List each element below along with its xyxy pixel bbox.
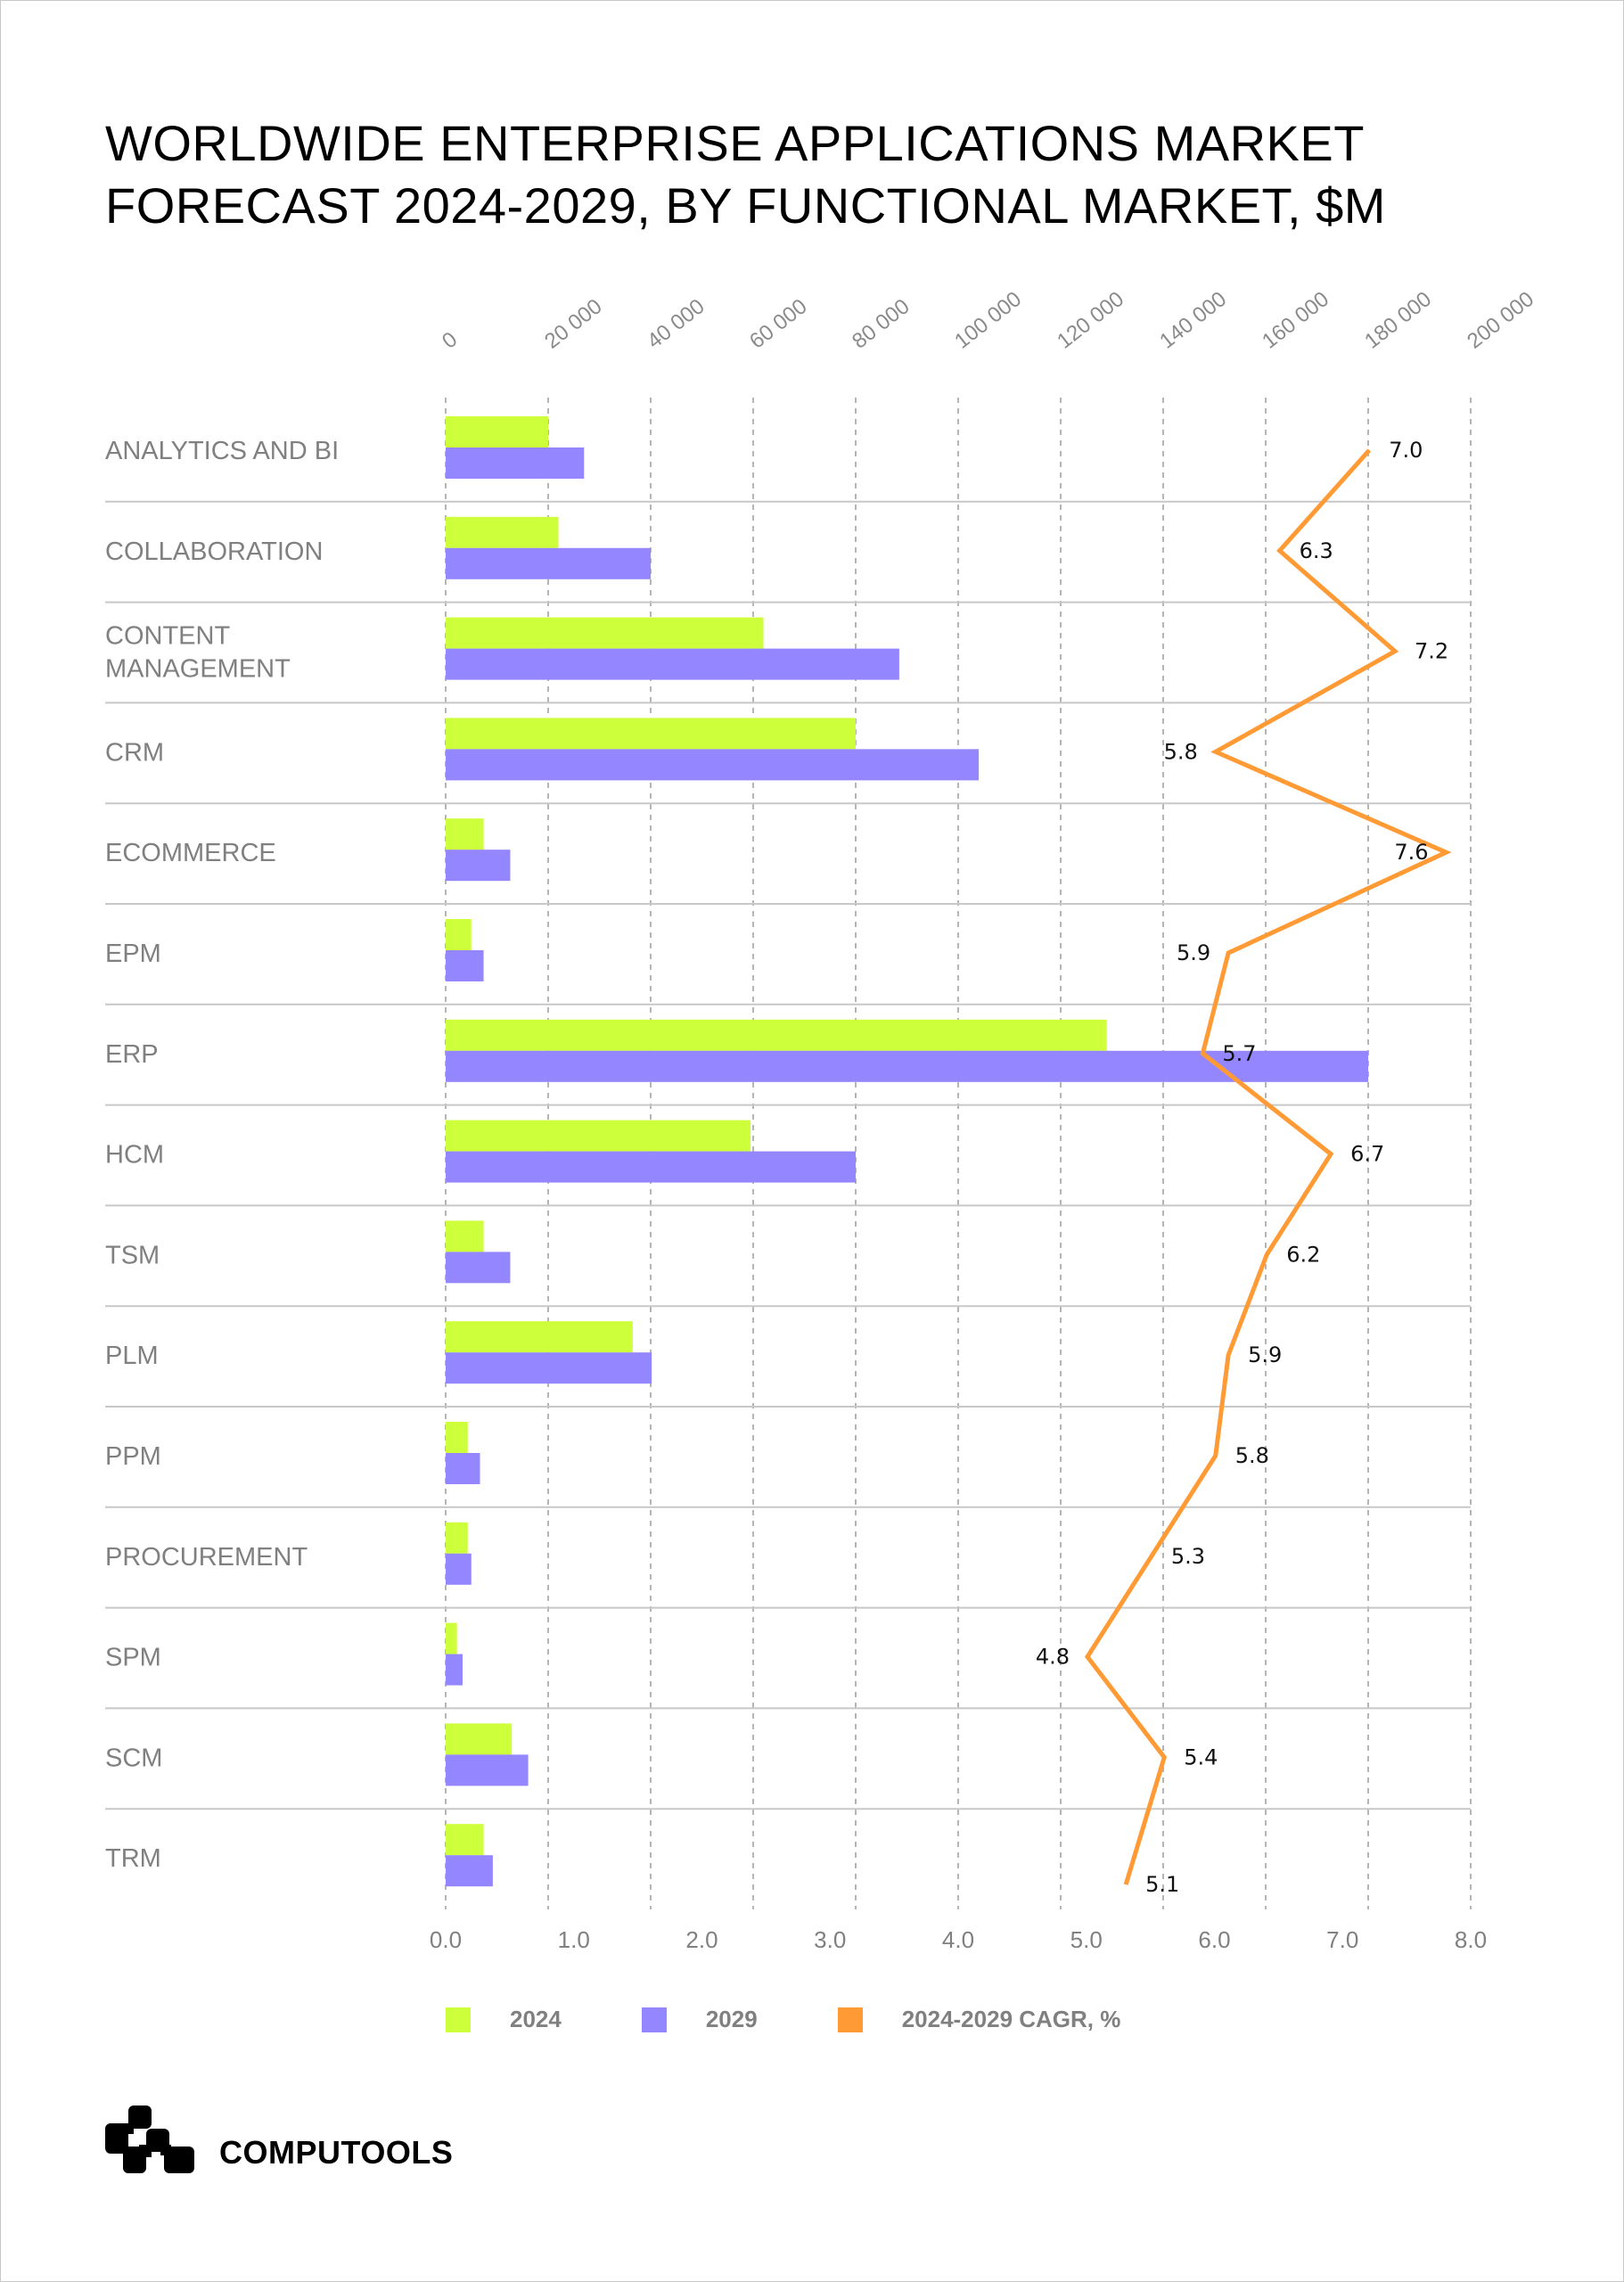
category-label: PPM	[105, 1442, 161, 1471]
top-axis-tick-label: 40 000	[643, 294, 709, 353]
bar-2024	[446, 1522, 468, 1554]
bar-2024	[446, 1723, 513, 1755]
legend-label-cagr: 2024-2029 CAGR, %	[901, 2006, 1121, 2032]
legend-label-2024: 2024	[510, 2006, 562, 2032]
bar-2029	[446, 1654, 463, 1686]
legend-label-2029: 2029	[705, 2006, 758, 2032]
category-label: ERP	[105, 1040, 159, 1069]
brand: COMPUTOOLS	[105, 2106, 453, 2175]
cagr-data-label: 6.7	[1350, 1142, 1384, 1167]
category-label: ECOMMERCE	[105, 839, 276, 867]
legend-swatch-cagr	[837, 2007, 863, 2032]
legend-swatch-2029	[641, 2007, 667, 2032]
bar-2029	[446, 648, 899, 680]
bottom-axis-tick-label: 0.0	[430, 1926, 462, 1953]
bar-2024	[446, 516, 559, 548]
legend-item-2024: 2024	[446, 2006, 562, 2033]
cagr-data-label: 6.3	[1300, 538, 1333, 563]
category-label: CONTENT MANAGEMENT	[105, 622, 291, 684]
category-label: TRM	[105, 1844, 161, 1873]
category-label: TSM	[105, 1241, 160, 1269]
legend: 2024 2029 2024-2029 CAGR, %	[446, 2006, 1201, 2033]
cagr-data-label: 7.6	[1394, 840, 1428, 865]
category-label: EPM	[105, 940, 161, 968]
bar-2024	[446, 1019, 1107, 1051]
bottom-axis-tick-label: 7.0	[1326, 1926, 1358, 1953]
bar-2029	[446, 1754, 529, 1786]
bar-2024	[446, 416, 548, 447]
cagr-data-label: 5.4	[1184, 1744, 1218, 1769]
bar-2024	[446, 718, 856, 750]
bar-2024	[446, 818, 484, 850]
top-axis-tick-label: 20 000	[540, 294, 606, 353]
bar-2024	[446, 617, 764, 649]
legend-item-cagr: 2024-2029 CAGR, %	[837, 2006, 1121, 2033]
category-label: SPM	[105, 1644, 161, 1672]
bottom-axis-tick-label: 4.0	[942, 1926, 974, 1953]
bar-2029	[446, 547, 651, 579]
cagr-line	[1084, 448, 1452, 1885]
bottom-axis-tick-label: 3.0	[814, 1926, 846, 1953]
bar-2029	[446, 447, 585, 479]
top-axis-tick-label: 60 000	[745, 294, 811, 353]
bottom-axis-tick-label: 1.0	[558, 1926, 590, 1953]
top-axis-tick-label: 180 000	[1360, 287, 1436, 354]
top-axis-tick-label: 120 000	[1053, 287, 1128, 354]
category-label: COLLABORATION	[105, 538, 323, 566]
legend-swatch-2024	[446, 2007, 471, 2032]
bar-2024	[446, 919, 472, 950]
bar-2024	[446, 1824, 484, 1856]
top-axis-tick-label: 80 000	[848, 294, 914, 353]
bar-2029	[446, 850, 511, 882]
bar-2024	[446, 1220, 484, 1252]
bar-2029	[446, 1553, 472, 1585]
category-label: PROCUREMENT	[105, 1543, 308, 1572]
bottom-axis-tick-label: 8.0	[1455, 1926, 1487, 1953]
top-axis-tick-label: 140 000	[1155, 287, 1231, 354]
bar-2029	[446, 1252, 511, 1284]
top-axis-tick-label: 200 000	[1463, 287, 1538, 354]
top-axis-tick-label: 160 000	[1258, 287, 1333, 354]
top-axis-tick-label: 0	[438, 327, 462, 354]
cagr-data-label: 5.8	[1164, 739, 1198, 764]
bar-2024	[446, 1120, 751, 1152]
bar-2029	[446, 1151, 856, 1183]
cagr-data-label: 5.1	[1145, 1872, 1179, 1897]
bar-2029	[446, 749, 979, 781]
bar-2029	[446, 1855, 493, 1887]
cagr-data-label: 5.9	[1248, 1342, 1282, 1367]
cagr-data-label: 5.7	[1222, 1041, 1256, 1066]
cagr-data-label: 5.9	[1177, 940, 1210, 965]
bar-2029	[446, 1050, 1368, 1082]
brand-name: COMPUTOOLS	[219, 2134, 454, 2171]
bar-2029	[446, 950, 484, 981]
top-axis-tick-label: 100 000	[950, 287, 1026, 354]
cagr-data-label: 7.0	[1389, 438, 1423, 463]
category-label: HCM	[105, 1141, 164, 1170]
bar-2024	[446, 1622, 457, 1654]
category-label: CRM	[105, 738, 164, 767]
category-label: PLM	[105, 1342, 159, 1370]
cagr-data-label: 5.3	[1171, 1544, 1205, 1569]
cagr-data-label: 5.8	[1235, 1443, 1269, 1468]
computools-logo-icon	[105, 2106, 194, 2173]
bar-2029	[446, 1453, 480, 1484]
bottom-axis-tick-label: 5.0	[1070, 1926, 1103, 1953]
cagr-data-label: 7.2	[1415, 639, 1448, 664]
cagr-data-label: 4.8	[1036, 1645, 1070, 1670]
cagr-data-label: 6.2	[1286, 1242, 1320, 1267]
chart-title: WORLDWIDE ENTERPRISE APPLICATIONS MARKET…	[105, 115, 1386, 234]
bar-2024	[446, 1321, 633, 1353]
bottom-axis-tick-label: 6.0	[1198, 1926, 1230, 1953]
category-label: SCM	[105, 1744, 162, 1772]
category-label: ANALYTICS AND BI	[105, 437, 339, 465]
bar-2029	[446, 1352, 652, 1384]
legend-item-2029: 2029	[641, 2006, 758, 2033]
bottom-axis-tick-label: 2.0	[685, 1926, 718, 1953]
bar-2024	[446, 1422, 468, 1453]
